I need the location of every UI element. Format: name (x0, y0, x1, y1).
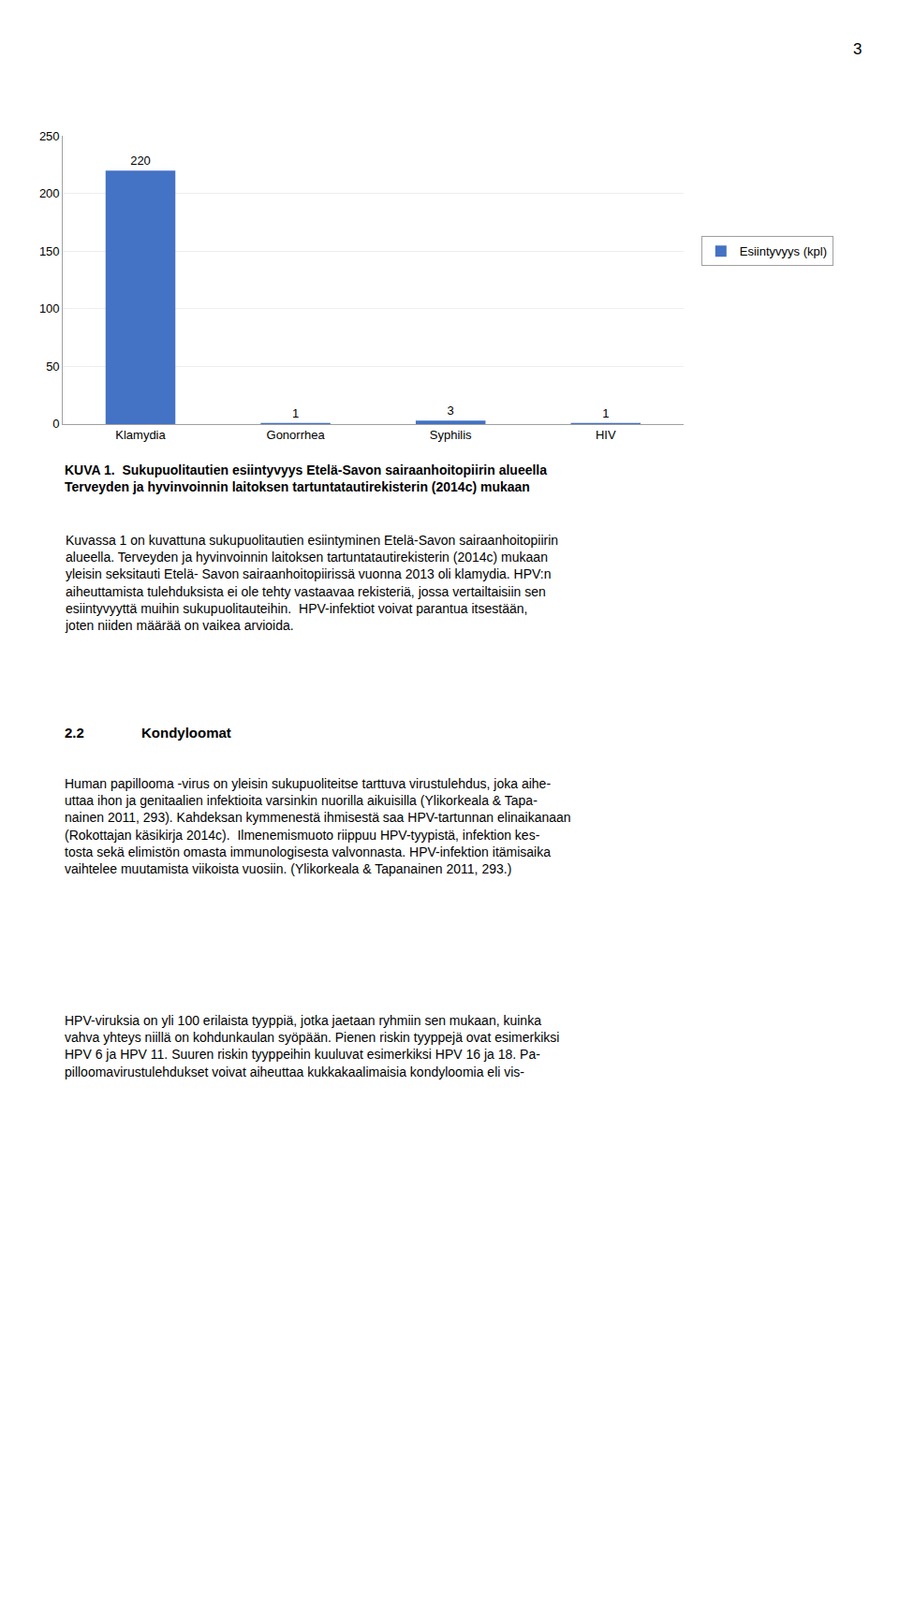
svg-text:KUVA 1. Sukupuolitautien esii: KUVA 1. Sukupuolitautien esiintyvyys Ete… (64, 462, 547, 495)
svg-text:0: 0 (52, 416, 59, 431)
svg-text:50: 50 (45, 359, 59, 374)
svg-text:HIV: HIV (595, 427, 617, 443)
svg-text:220: 220 (130, 153, 151, 168)
svg-text:Esiintyvyys (kpl): Esiintyvyys (kpl) (739, 244, 827, 259)
svg-text:2.2: 2.2 (64, 724, 85, 741)
svg-text:3: 3 (447, 403, 455, 418)
svg-text:Kondyloomat: Kondyloomat (141, 724, 232, 741)
svg-text:Kuvassa 1 on kuvattuna sukupuo: Kuvassa 1 on kuvattuna sukupuolitautien … (64, 532, 559, 634)
svg-text:100: 100 (39, 301, 60, 316)
svg-text:250: 250 (39, 129, 60, 144)
svg-text:Gonorrhea: Gonorrhea (266, 427, 326, 443)
svg-text:200: 200 (39, 186, 60, 201)
svg-text:3: 3 (853, 40, 862, 59)
svg-text:Syphilis: Syphilis (429, 427, 472, 443)
svg-text:Human papillooma -virus on yle: Human papillooma -virus on yleisin sukup… (64, 776, 572, 877)
svg-text:150: 150 (39, 244, 60, 259)
svg-text:1: 1 (602, 406, 609, 421)
svg-text:1: 1 (292, 406, 299, 421)
svg-text:HPV-viruksia on yli 100 erilai: HPV-viruksia on yli 100 erilaista tyyppi… (64, 1013, 560, 1080)
svg-text:Klamydia: Klamydia (115, 427, 166, 443)
